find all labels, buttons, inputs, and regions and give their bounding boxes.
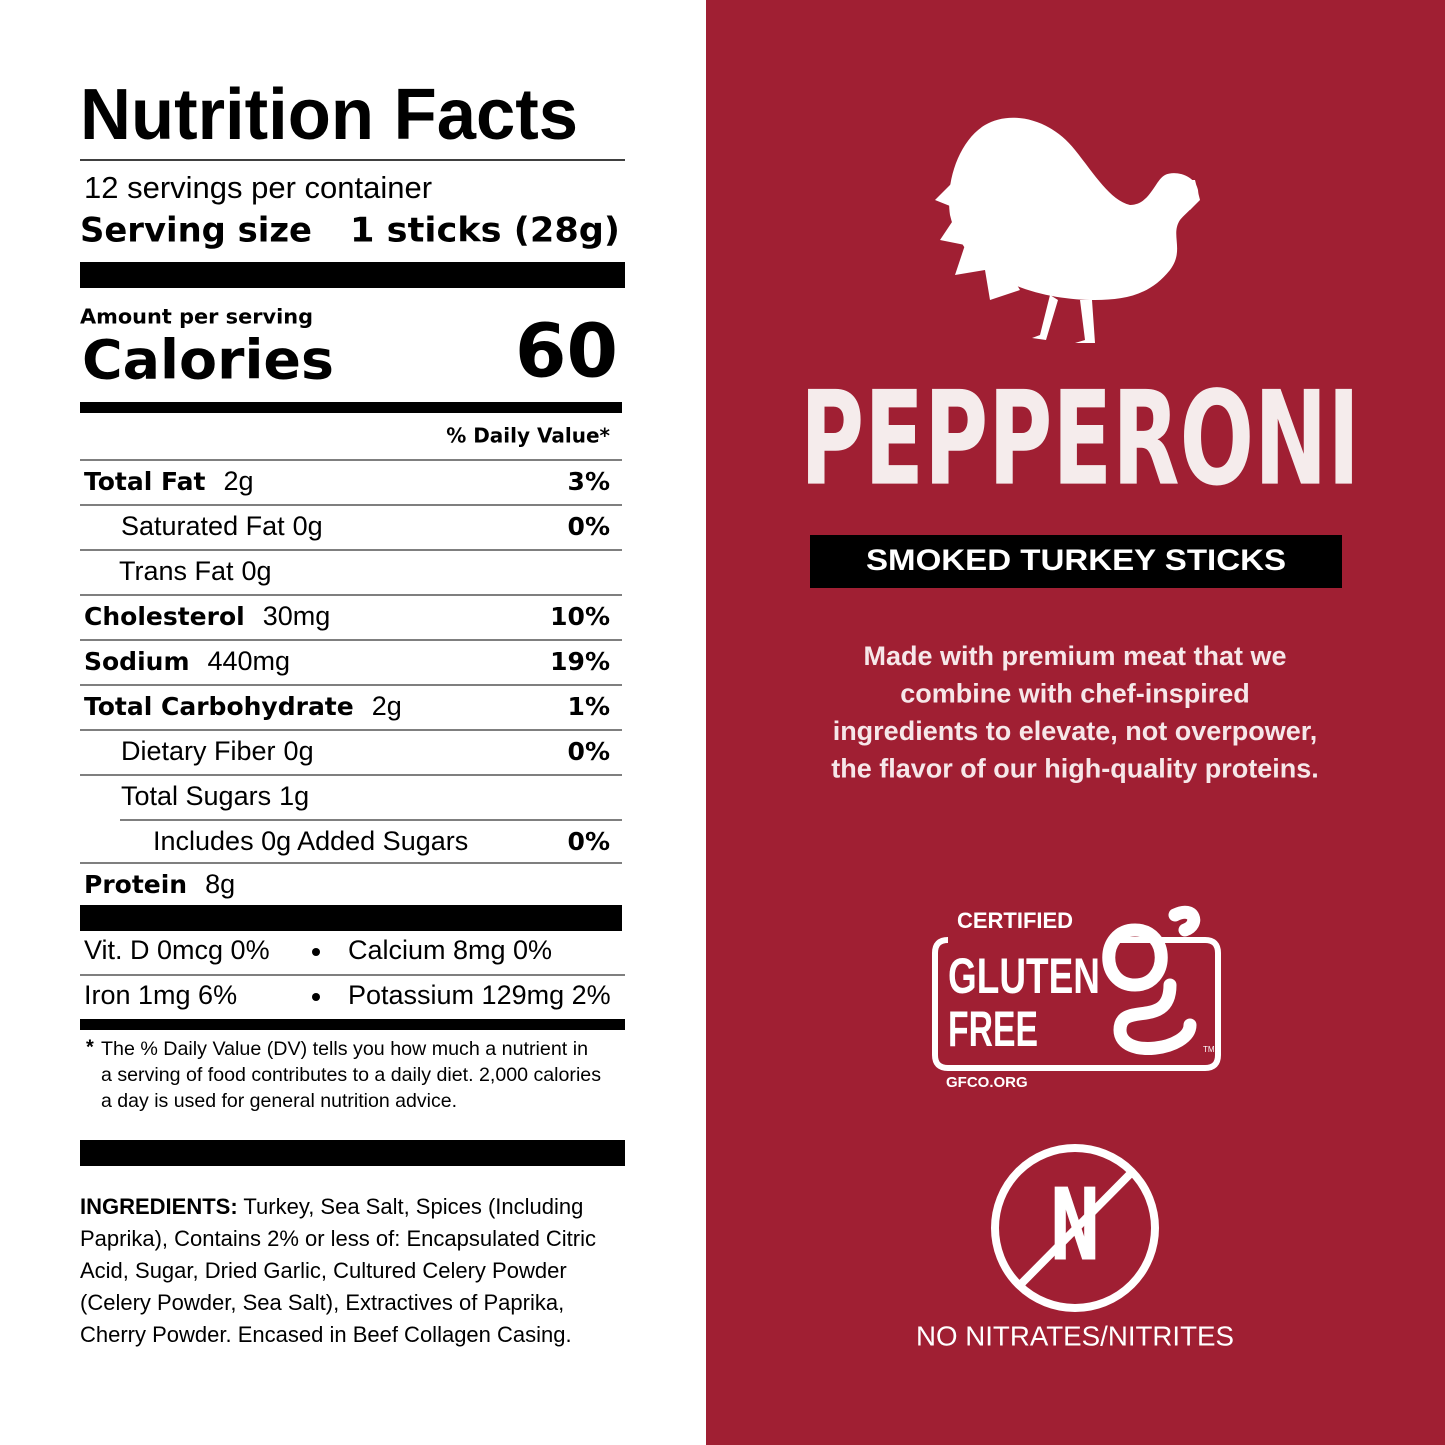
nutrient-amount: 2g: [372, 691, 402, 721]
badge-trademark: TM: [1203, 1045, 1215, 1054]
nutrient-amount: 440mg: [208, 646, 291, 676]
nutrient-row: Dietary Fiber 0g: [121, 736, 314, 766]
amount-per-serving: Amount per serving: [80, 305, 313, 329]
nutrient-label: Sodium: [84, 647, 190, 676]
nutrient-label: Total Carbohydrate: [84, 692, 354, 721]
turkey-icon: [935, 117, 1200, 343]
nutrient-amount: 2g: [223, 466, 253, 496]
description-line: combine with chef-inspired: [900, 679, 1250, 709]
nutrient-label: Trans Fat: [119, 556, 234, 586]
thick-bar: [80, 1140, 625, 1166]
nutrient-amount: 0g: [284, 736, 314, 766]
nutrient-row: Sodium 440mg: [84, 646, 290, 676]
description-line: ingredients to elevate, not overpower,: [833, 716, 1318, 746]
nutrient-row: Protein 8g: [84, 869, 235, 899]
medium-bar: [80, 1019, 625, 1030]
nutrient-dv: 19%: [550, 647, 610, 676]
nutrient-dv: 3%: [568, 467, 610, 496]
no-nitrates-slash: [1017, 1169, 1135, 1288]
vitamin-rows: Vit. D 0mcg 0% Calcium 8mg 0% Iron 1mg 6% P…: [84, 935, 611, 1010]
nutrient-row: Saturated Fat 0g: [121, 511, 323, 541]
nutrient-label: Saturated Fat: [121, 511, 285, 541]
badge-free: FREE: [948, 1001, 1038, 1057]
gluten-free-badge: CERTIFIED GLUTEN FREE TM GFCO.ORG: [932, 905, 1221, 1091]
thick-bar: [80, 905, 622, 931]
bullet: [312, 948, 320, 956]
badge-gluten: GLUTEN: [948, 948, 1100, 1004]
ingredients-line: (Celery Powder, Sea Salt), Extractives o…: [80, 1290, 564, 1315]
nutrient-row: Includes 0g Added Sugars: [153, 826, 468, 856]
ingredients-line: Cherry Powder. Encased in Beef Collagen …: [80, 1322, 572, 1347]
ingredients-label: INGREDIENTS:: [80, 1194, 238, 1219]
nutrient-dv: 0%: [568, 512, 610, 541]
description-line: Made with premium meat that we: [863, 641, 1286, 671]
vitamin-entry: Calcium 8mg 0%: [348, 935, 552, 965]
serving-size-label: Serving size: [80, 211, 312, 251]
footnote-line: a serving of food contributes to a daily…: [101, 1064, 601, 1086]
nutrient-dv: 1%: [568, 692, 610, 721]
description-line: the flavor of our high-quality proteins.: [831, 754, 1319, 784]
vitamin-entry: Vit. D 0mcg 0%: [84, 935, 270, 965]
left-panel: [0, 0, 706, 1445]
nutrient-row: Trans Fat 0g: [119, 556, 272, 586]
nutrient-dv: 0%: [568, 737, 610, 766]
ingredients-line: Acid, Sugar, Dried Garlic, Cultured Cele…: [80, 1258, 567, 1283]
vitamin-entry: Potassium 129mg 2%: [348, 980, 611, 1010]
footnote-line: a day is used for general nutrition advi…: [101, 1090, 457, 1112]
ingredients-text: Turkey, Sea Salt, Spices (Including: [238, 1194, 584, 1219]
servings: 12 servings per container: [84, 170, 432, 205]
nutrient-row: Total Sugars 1g: [121, 781, 309, 811]
nutrient-dv: 0%: [568, 827, 610, 856]
nutrient-label: Dietary Fiber: [121, 736, 276, 766]
no-nitrates-symbol: N: [1049, 1166, 1101, 1283]
nutrition-title: Nutrition Facts: [80, 75, 578, 155]
nutrient-row: Total Carbohydrate 2g: [84, 691, 402, 721]
ingredients-line: INGREDIENTS: Turkey, Sea Salt, Spices (I…: [80, 1194, 583, 1219]
nutrient-dv: 10%: [550, 602, 610, 631]
footnote: The % Daily Value (DV) tells you how muc…: [101, 1038, 601, 1112]
footnote-marker: *: [86, 1036, 94, 1058]
no-nitrates-circle: [991, 1144, 1159, 1312]
nutrient-row: Total Fat 2g: [84, 466, 253, 496]
description: Made with premium meat that we combine wi…: [831, 641, 1319, 784]
vitamin-entry: Iron 1mg 6%: [84, 980, 237, 1010]
nutrient-amount: 8g: [205, 869, 235, 899]
nutrient-amount: 30mg: [263, 601, 331, 631]
nutrient-label: Protein: [84, 870, 187, 899]
nutrient-label: Cholesterol: [84, 602, 245, 631]
no-nitrates-label: NO NITRATES/NITRITES: [916, 1320, 1234, 1351]
nutrient-label: Total Sugars: [121, 781, 271, 811]
thick-bar: [80, 262, 625, 288]
nutrient-amount: 0g: [293, 511, 323, 541]
nutrient-amount: 0g: [242, 556, 272, 586]
product-name: PEPPERONI: [800, 363, 1360, 515]
nutrient-label: Includes 0g Added Sugars: [153, 826, 468, 856]
badge-site: GFCO.ORG: [946, 1074, 1028, 1091]
calories-label: Calories: [82, 329, 334, 392]
daily-value-header: % Daily Value*: [446, 424, 610, 448]
nutrient-rows: Total Fat 2g 3% Saturated Fat 0g 0% Trans Fat 0…: [80, 466, 622, 899]
serving-size-value: 1 sticks (28g): [350, 211, 620, 251]
medium-bar: [80, 402, 622, 413]
product-subtitle: SMOKED TURKEY STICKS: [866, 544, 1286, 577]
ingredients: INGREDIENTS: Turkey, Sea Salt, Spices (I…: [80, 1194, 596, 1347]
subtitle-box: [810, 535, 1342, 588]
bullet: [312, 993, 320, 1001]
badge-certified: CERTIFIED: [957, 908, 1073, 933]
nutrient-row: Cholesterol 30mg: [84, 601, 330, 631]
ingredients-line: Paprika), Contains 2% or less of: Encaps…: [80, 1226, 596, 1251]
calories-value: 60: [515, 309, 618, 395]
footnote-line: The % Daily Value (DV) tells you how muc…: [101, 1038, 588, 1060]
nutrient-label: Total Fat: [84, 467, 205, 496]
nutrient-amount: 1g: [279, 781, 309, 811]
